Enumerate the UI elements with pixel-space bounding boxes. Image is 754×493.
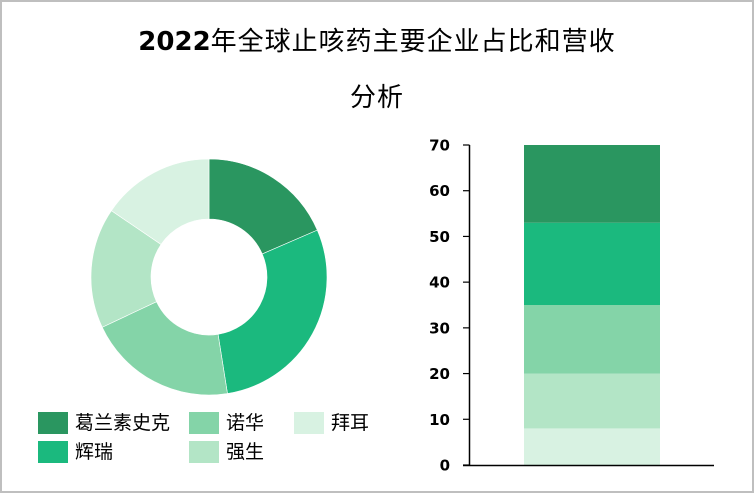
y-tick-label: 70 <box>429 137 450 155</box>
donut-chart <box>90 158 328 396</box>
title-year: 2022 <box>138 27 211 57</box>
y-tick-label: 20 <box>429 365 450 383</box>
bar-segment <box>524 222 660 305</box>
y-tick-label: 50 <box>429 228 450 246</box>
legend-label: 拜耳 <box>331 411 370 434</box>
legend-item: 葛兰素史克 <box>38 411 170 434</box>
legend-label: 诺华 <box>226 411 265 434</box>
donut-slice <box>110 158 210 245</box>
chart-title-line-1: 2022年全球止咳药主要企业占比和营收 <box>0 27 754 57</box>
donut-slice <box>217 229 328 394</box>
y-tick-label: 0 <box>440 457 450 475</box>
y-tick-label: 30 <box>429 319 450 337</box>
y-tick-label: 60 <box>429 182 450 200</box>
y-tick-label: 10 <box>429 411 450 429</box>
donut-slice <box>101 301 228 396</box>
legend-swatch <box>38 411 68 434</box>
legend-swatch <box>294 411 324 434</box>
legend-swatch <box>189 440 219 463</box>
y-tick-label: 40 <box>429 274 450 292</box>
legend-label: 葛兰素史克 <box>75 411 171 434</box>
y-axis: 0 10 20 30 40 50 60 70 <box>429 137 714 475</box>
title-text: 年全球止咳药主要企业占比和营收 <box>210 27 616 57</box>
legend-label: 辉瑞 <box>75 440 114 463</box>
legend-item: 强生 <box>189 440 264 463</box>
donut-slice <box>208 158 318 255</box>
bar-segment <box>524 428 660 465</box>
stacked-bar-chart <box>524 145 660 465</box>
legend-item: 辉瑞 <box>38 440 113 463</box>
bar-segment <box>524 305 660 374</box>
chart-title-line-2: 分析 <box>349 83 404 113</box>
legend-item: 拜耳 <box>294 411 369 434</box>
legend-swatch <box>189 411 219 434</box>
legend-swatch <box>38 440 68 463</box>
legend-label: 强生 <box>226 440 265 463</box>
bar-segment <box>524 145 660 223</box>
bar-segment <box>524 373 660 429</box>
legend-item: 诺华 <box>189 411 264 434</box>
